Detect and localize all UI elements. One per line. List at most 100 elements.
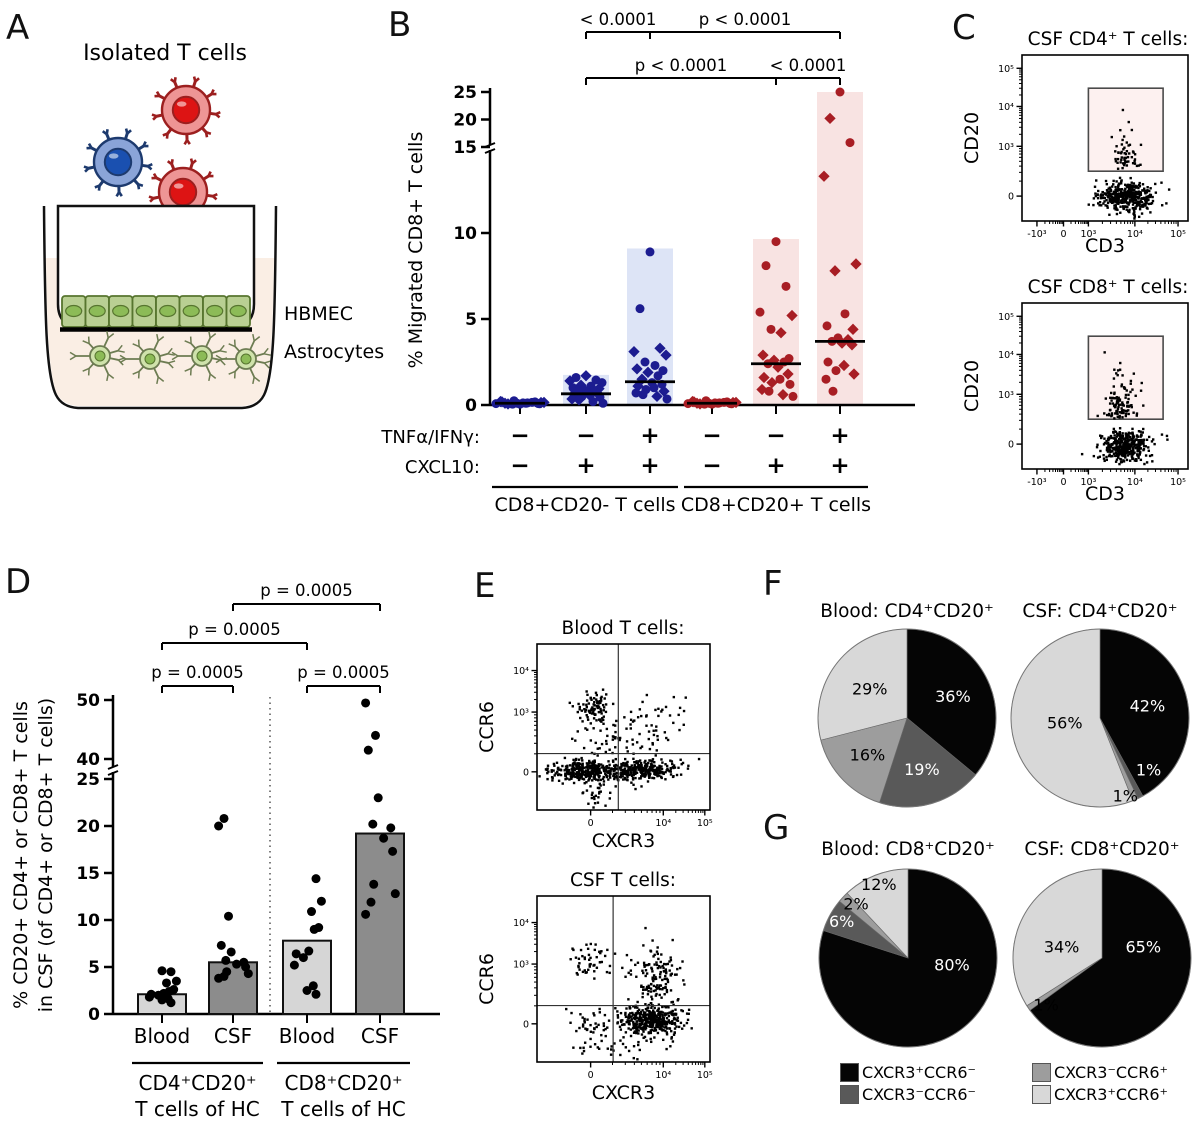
- panel-label-e: E: [474, 566, 496, 606]
- svg-text:65%: 65%: [1125, 937, 1161, 956]
- svg-text:p = 0.0005: p = 0.0005: [260, 581, 353, 600]
- svg-text:10⁴: 10⁴: [655, 1070, 671, 1081]
- svg-text:29%: 29%: [852, 680, 888, 699]
- svg-text:6%: 6%: [829, 912, 854, 931]
- svg-text:5: 5: [465, 310, 477, 330]
- panel-label-c: C: [952, 8, 976, 48]
- svg-text:HBMEC: HBMEC: [284, 303, 353, 325]
- svg-text:−: −: [766, 423, 785, 449]
- svg-text:10⁵: 10⁵: [697, 818, 713, 829]
- svg-text:p = 0.0005: p = 0.0005: [151, 663, 244, 682]
- svg-text:10³: 10³: [513, 960, 529, 971]
- svg-text:10⁵: 10⁵: [1170, 229, 1186, 240]
- svg-text:10³: 10³: [998, 390, 1014, 401]
- svg-text:15: 15: [76, 864, 100, 884]
- legend-item: CXCR3⁻CCR6⁺: [1032, 1063, 1168, 1082]
- svg-text:Blood: Blood: [279, 1024, 335, 1048]
- svg-text:Blood T cells:: Blood T cells:: [562, 618, 685, 639]
- flow-plot-csf-cd8: CSF CD8⁺ T cells: -10³ 0 10³ 10⁴ 10⁵ 0 10³ 10⁴ 10…: [961, 277, 1189, 505]
- svg-text:10³: 10³: [1080, 477, 1096, 488]
- svg-text:1%: 1%: [1136, 761, 1161, 780]
- svg-text:10⁵: 10⁵: [998, 312, 1014, 323]
- svg-text:56%: 56%: [1047, 713, 1083, 732]
- svg-text:10⁵: 10⁵: [697, 1070, 713, 1081]
- svg-text:34%: 34%: [1044, 938, 1080, 957]
- svg-text:T cells of HC: T cells of HC: [134, 1097, 259, 1121]
- svg-text:+: +: [830, 423, 849, 449]
- pie-charts-cd8: Blood: CD8⁺CD20⁺ 80% 6%2%12% CSF: CD8⁺CD20⁺…: [818, 839, 1192, 1048]
- legend-item: CXCR3⁺CCR6⁺: [1032, 1085, 1168, 1104]
- legend-label: CXCR3⁺CCR6⁻: [862, 1063, 976, 1082]
- svg-text:25: 25: [453, 83, 477, 103]
- svg-text:0: 0: [588, 818, 594, 829]
- svg-text:40: 40: [76, 750, 100, 770]
- svg-text:CSF: CD8⁺CD20⁺: CSF: CD8⁺CD20⁺: [1024, 839, 1179, 860]
- legend-swatch: [1032, 1085, 1051, 1104]
- svg-text:CXCR3: CXCR3: [592, 1082, 655, 1104]
- legend-swatch: [840, 1085, 859, 1104]
- svg-text:+: +: [576, 453, 595, 479]
- svg-text:0: 0: [465, 396, 477, 416]
- svg-text:CD20: CD20: [961, 360, 983, 412]
- svg-text:10⁴: 10⁴: [1127, 229, 1143, 240]
- legend-label: CXCR3⁺CCR6⁺: [1054, 1085, 1168, 1104]
- svg-text:10⁵: 10⁵: [1170, 477, 1186, 488]
- svg-text:0: 0: [523, 1019, 529, 1030]
- svg-text:Blood: CD4⁺CD20⁺: Blood: CD4⁺CD20⁺: [820, 601, 994, 622]
- svg-text:-10³: -10³: [1027, 229, 1047, 240]
- svg-text:CD8+CD20- T cells: CD8+CD20- T cells: [494, 494, 675, 516]
- svg-text:−: −: [576, 423, 595, 449]
- svg-text:CCR6: CCR6: [476, 953, 498, 1005]
- legend-swatch: [1032, 1063, 1051, 1082]
- svg-text:CD3: CD3: [1085, 235, 1125, 257]
- svg-text:p = 0.0005: p = 0.0005: [297, 663, 390, 682]
- svg-text:in CSF (of CD4+ or CD8+ T cell: in CSF (of CD4+ or CD8+ T cells): [35, 698, 57, 1012]
- svg-text:0: 0: [1060, 229, 1066, 240]
- svg-text:CXCL10:: CXCL10:: [405, 457, 480, 478]
- svg-text:20: 20: [453, 111, 477, 131]
- panel-label-g: G: [763, 808, 790, 848]
- svg-text:10⁴: 10⁴: [1127, 477, 1143, 488]
- svg-text:T cells of HC: T cells of HC: [280, 1097, 405, 1121]
- svg-text:CD8⁺CD20⁺: CD8⁺CD20⁺: [284, 1071, 402, 1095]
- panel-label-b: B: [388, 5, 412, 45]
- svg-text:10³: 10³: [1080, 229, 1096, 240]
- svg-text:+: +: [640, 453, 659, 479]
- svg-text:10³: 10³: [513, 708, 529, 719]
- svg-text:−: −: [510, 453, 529, 479]
- svg-text:10⁴: 10⁴: [655, 818, 671, 829]
- flow-legend: CXCR3⁺CCR6⁻ CXCR3⁻CCR6⁺ CXCR3⁻CCR6⁻ CXCR3⁺C…: [840, 1063, 1168, 1104]
- svg-text:< 0.0001: < 0.0001: [770, 56, 847, 75]
- svg-text:0: 0: [588, 1070, 594, 1081]
- svg-text:p < 0.0001: p < 0.0001: [635, 56, 728, 75]
- transwell-assay-diagram: Isolated T cells HBMEC Astrocytes: [42, 41, 384, 410]
- svg-text:0: 0: [1008, 440, 1014, 451]
- panel-label-f: F: [763, 564, 783, 604]
- svg-text:1%: 1%: [1033, 995, 1058, 1014]
- svg-text:10: 10: [453, 224, 477, 244]
- svg-text:0: 0: [523, 767, 529, 778]
- svg-text:Blood: Blood: [134, 1024, 190, 1048]
- svg-text:1%: 1%: [1113, 786, 1138, 805]
- svg-text:CD4⁺CD20⁺: CD4⁺CD20⁺: [138, 1071, 256, 1095]
- svg-text:10⁴: 10⁴: [998, 102, 1014, 113]
- svg-text:< 0.0001: < 0.0001: [580, 10, 657, 29]
- svg-text:0: 0: [88, 1005, 100, 1025]
- legend-label: CXCR3⁻CCR6⁺: [1054, 1063, 1168, 1082]
- svg-text:CD8+CD20+ T cells: CD8+CD20+ T cells: [681, 494, 871, 516]
- svg-text:−: −: [510, 423, 529, 449]
- svg-text:12%: 12%: [861, 875, 897, 894]
- legend-item: CXCR3⁺CCR6⁻: [840, 1063, 1018, 1082]
- panel-label-a: A: [6, 8, 30, 48]
- svg-text:10³: 10³: [998, 142, 1014, 153]
- svg-text:10: 10: [76, 911, 100, 931]
- svg-text:2%: 2%: [843, 895, 868, 914]
- svg-text:50: 50: [76, 691, 100, 711]
- svg-text:CSF T cells:: CSF T cells:: [570, 870, 676, 891]
- cd20-bar-chart: p = 0.0005 p = 0.0005 p = 0.0005 p = 0.0005…: [10, 581, 440, 1121]
- panel-label-d: D: [5, 562, 32, 602]
- svg-text:10⁴: 10⁴: [998, 350, 1014, 361]
- pie-charts-cd4: Blood: CD4⁺CD20⁺ 36% 19% 16% 29% CSF: CD4⁺CD2…: [817, 601, 1190, 808]
